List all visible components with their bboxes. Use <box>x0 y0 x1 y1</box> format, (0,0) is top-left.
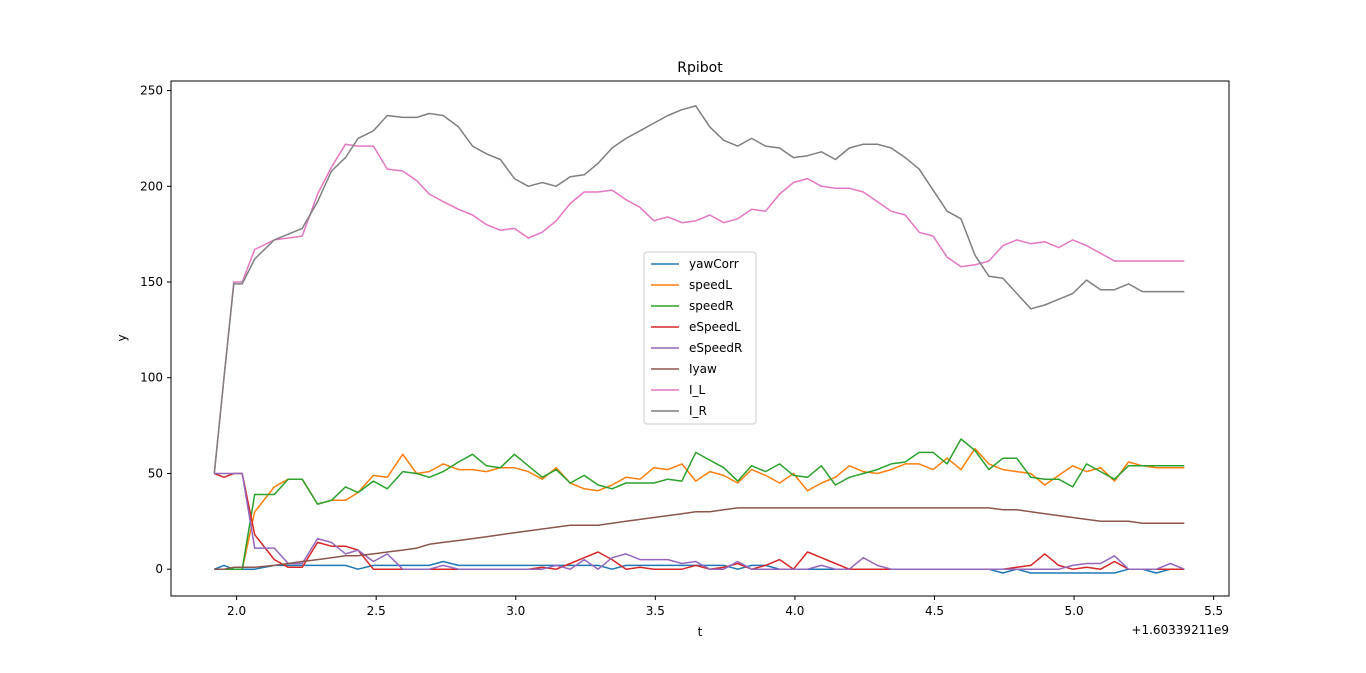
legend-label: speedR <box>689 299 734 313</box>
x-tick-label: 5.0 <box>1065 604 1084 618</box>
series-line-I_R <box>213 105 1185 474</box>
x-tick-label: 3.5 <box>646 604 665 618</box>
plot-frame <box>170 80 1230 597</box>
legend-label: I_L <box>689 383 706 397</box>
y-tick-label: 150 <box>140 275 163 289</box>
y-tick-label: 250 <box>140 84 163 98</box>
legend-label: I_R <box>689 404 707 418</box>
x-tick-label: 4.0 <box>785 604 804 618</box>
legend-label: speedL <box>689 278 732 292</box>
y-axis-label: y <box>115 334 129 341</box>
y-axis: 0 50 100 150 200 250 <box>140 84 171 576</box>
x-tick-label: 5.5 <box>1204 604 1223 618</box>
x-axis-label: t <box>698 625 703 639</box>
series-line-speedR <box>214 438 1185 570</box>
x-axis: 2.0 2.5 3.0 3.5 4.0 4.5 5.0 5.5 <box>227 596 1223 618</box>
series-line-speedL <box>214 447 1185 570</box>
series-line-I_L <box>213 143 1185 474</box>
series-line-eSpeedR <box>214 472 1185 570</box>
legend-label: eSpeedR <box>689 341 742 355</box>
legend-label: yawCorr <box>689 257 739 271</box>
legend-label: Iyaw <box>689 362 717 376</box>
chart-title: Rpibot <box>677 60 723 76</box>
y-tick-label: 50 <box>148 466 163 480</box>
x-tick-label: 4.5 <box>925 604 944 618</box>
x-tick-label: 2.5 <box>367 604 386 618</box>
y-tick-label: 200 <box>140 179 163 193</box>
x-tick-label: 3.0 <box>506 604 525 618</box>
y-tick-label: 100 <box>140 371 163 385</box>
legend-box <box>643 251 757 425</box>
legend-label: eSpeedL <box>689 320 741 334</box>
x-offset-label: +1.60339211e9 <box>1131 623 1229 637</box>
y-tick-label: 0 <box>155 562 163 576</box>
x-tick-label: 2.0 <box>227 604 246 618</box>
legend: yawCorr speedL speedR eSpeedL eSpeedR Iyaw I_L… <box>643 251 757 425</box>
series-line-Iyaw <box>214 507 1185 570</box>
series-lines <box>213 105 1185 574</box>
series-line-eSpeedL <box>214 472 1185 570</box>
